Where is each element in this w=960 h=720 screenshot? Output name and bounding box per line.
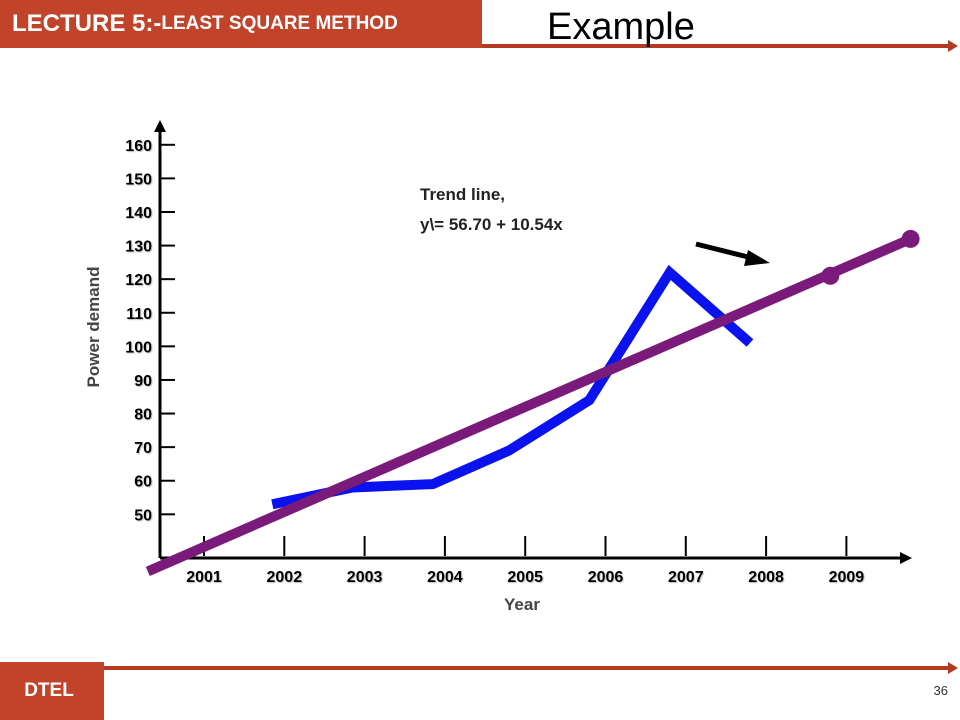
lecture-number: LECTURE 5:-	[12, 10, 162, 37]
y-axis-title: Power demand	[84, 267, 103, 388]
x-tick-label: 2003	[347, 569, 383, 586]
trend-pointer-arrow-icon	[695, 241, 770, 266]
y-tick-label: 160	[125, 138, 152, 155]
x-tick-label: 2008	[748, 569, 784, 586]
trend-line	[145, 234, 913, 576]
trend-line-label: Trend line,	[420, 185, 505, 204]
header-arrow-icon	[948, 40, 958, 52]
y-tick-label: 120	[125, 272, 152, 289]
lecture-topic: LEAST SQUARE METHOD	[161, 13, 398, 34]
chart-axes	[154, 120, 912, 564]
x-tick-label: 2001	[186, 569, 222, 586]
x-tick-label: 2005	[507, 569, 543, 586]
y-tick-label: 90	[134, 373, 152, 390]
y-axis-ticks: 50 60 70 80 90 100 110 120 130 140 150 160	[125, 138, 175, 524]
pointer-shaft	[695, 241, 753, 261]
y-tick-label: 50	[134, 507, 152, 524]
x-axis-title: Year	[504, 595, 540, 614]
org-badge: DTEL	[0, 662, 104, 720]
trend-line-equation: y\= 56.70 + 10.54x	[420, 215, 563, 234]
x-tick-label: 2002	[267, 569, 303, 586]
x-tick-label: 2009	[829, 569, 865, 586]
y-tick-label: 140	[125, 205, 152, 222]
x-axis-arrow-icon	[900, 552, 912, 564]
y-tick-label: 150	[125, 171, 152, 188]
x-tick-label: 2004	[427, 569, 463, 586]
y-tick-label: 110	[126, 306, 152, 323]
y-tick-label: 100	[125, 339, 152, 356]
trend-marker	[901, 229, 920, 248]
y-axis-arrow-icon	[154, 120, 166, 132]
header-divider	[482, 44, 952, 48]
x-axis-ticks: 2001 2002 2003 2004 2005 2006 2007 2008 2009	[186, 536, 864, 586]
lecture-banner: LECTURE 5:- LEAST SQUARE METHOD	[0, 0, 482, 48]
slide-title: Example	[547, 6, 695, 48]
x-tick-label: 2007	[668, 569, 704, 586]
trend-marker	[821, 266, 840, 285]
y-tick-label: 80	[134, 407, 152, 424]
page-number: 36	[933, 683, 948, 698]
y-tick-label: 60	[134, 474, 152, 491]
footer-divider	[104, 666, 952, 670]
pointer-head-icon	[744, 250, 770, 266]
actual-demand-line	[271, 264, 754, 510]
y-tick-label: 70	[134, 440, 152, 457]
chart-series	[145, 229, 920, 576]
x-tick-label: 2006	[588, 569, 624, 586]
y-tick-label: 130	[125, 239, 152, 256]
footer-arrow-icon	[948, 662, 958, 674]
